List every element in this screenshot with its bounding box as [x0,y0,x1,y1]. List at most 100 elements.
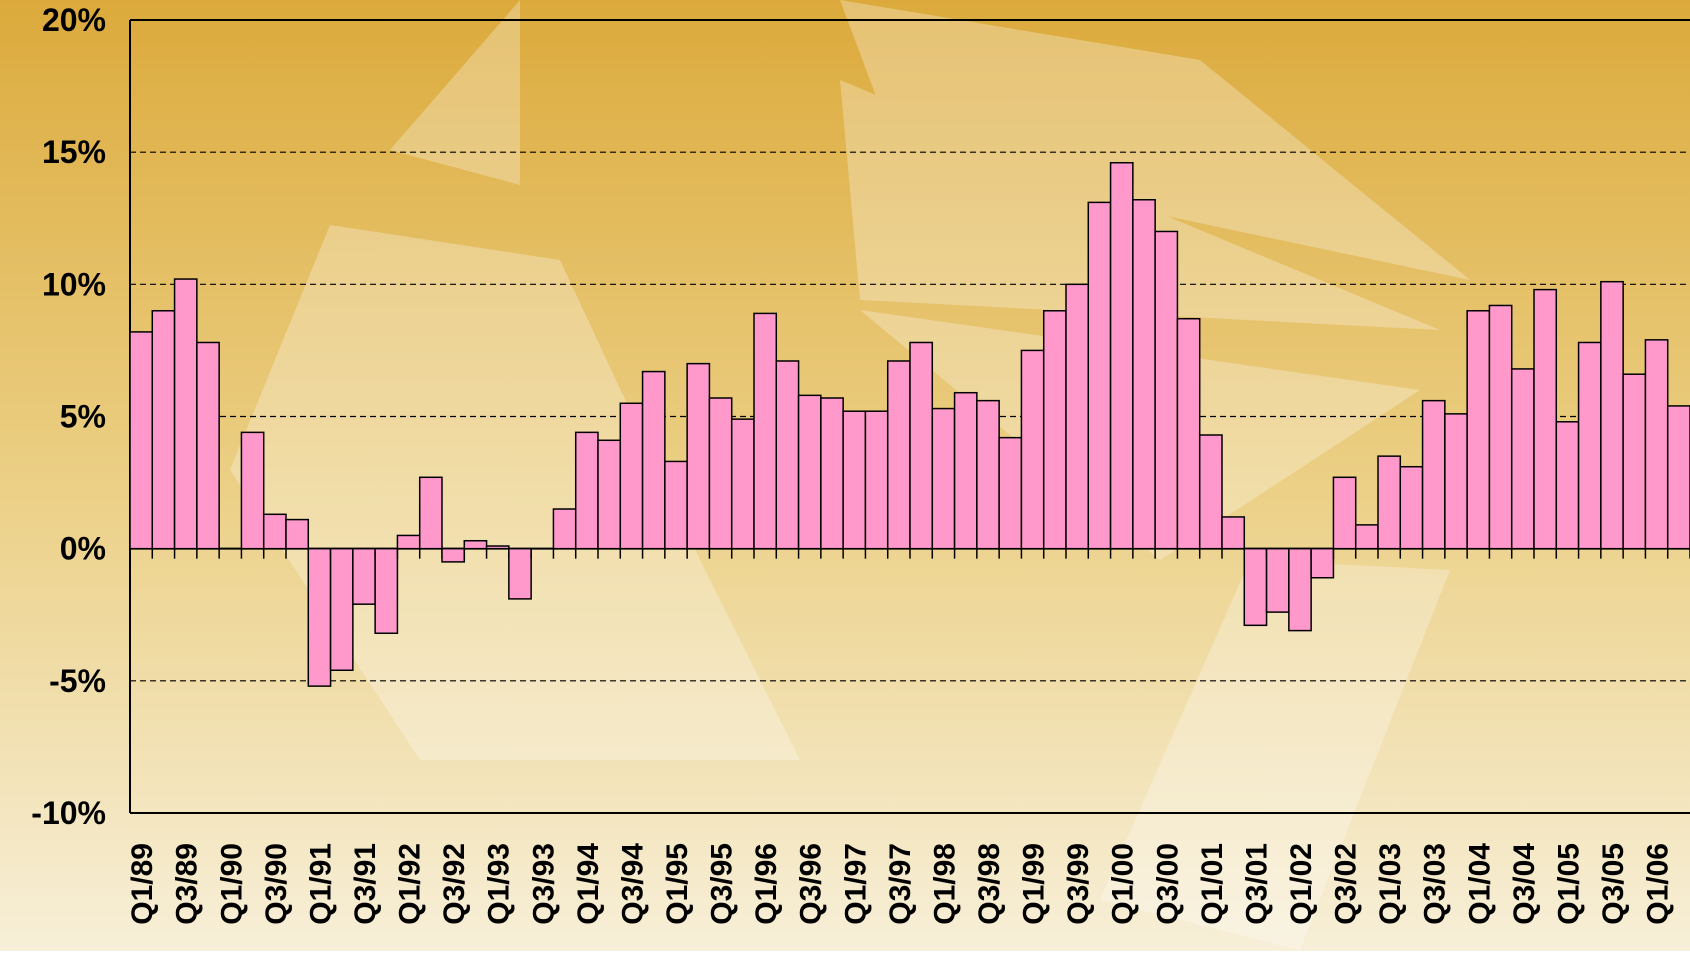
bar [931,407,956,550]
x-tick-label: Q3/92 [438,843,471,925]
bar [396,534,421,550]
x-tick-label: Q1/95 [661,843,694,925]
bar [708,397,733,550]
bar [129,331,154,550]
bar [775,360,800,550]
x-tick-label: Q3/05 [1597,843,1630,925]
bar [173,278,198,550]
x-tick-label: Q1/05 [1552,843,1585,925]
bar [1577,341,1602,550]
bar [864,410,889,550]
bar [664,460,688,550]
x-tick-label: Q1/97 [839,843,872,925]
bar [1444,413,1468,550]
x-tick-label: Q3/89 [171,843,204,925]
bar [1622,373,1647,550]
x-tick-label: Q1/06 [1642,843,1675,925]
bar [1354,524,1379,550]
y-tick-label: -10% [31,795,106,831]
x-tick-label: Q3/99 [1062,843,1095,925]
bar [619,402,644,550]
x-tick-label: Q3/98 [973,843,1006,925]
bar [730,418,755,550]
bar [1600,280,1624,550]
x-tick-label: Q3/96 [795,843,828,925]
x-tick-label: Q1/96 [750,843,783,925]
bar [976,399,1000,550]
bar [1332,476,1357,550]
bar [441,547,466,563]
bar [820,397,844,550]
y-tick-label: 20% [42,2,106,38]
x-tick-label: Q1/02 [1285,843,1318,925]
bar [485,545,510,550]
bar [797,394,822,550]
bar [418,476,443,550]
bar [352,547,376,605]
x-tick-label: Q3/94 [616,843,649,925]
x-tick-label: Q1/04 [1463,843,1496,925]
bar [1644,339,1669,550]
x-tick-label: Q3/04 [1508,843,1541,925]
y-tick-label: -5% [49,663,106,699]
x-tick-label: Q1/91 [304,843,337,925]
bar [307,547,332,687]
bar [1510,368,1535,550]
y-tick-label: 5% [60,399,106,435]
bar [953,391,978,550]
bar [1042,310,1067,550]
x-tick-label: Q1/90 [215,843,248,925]
x-tick-label: Q3/90 [260,843,293,925]
bar [1399,465,1424,550]
bar [1288,547,1312,632]
bar [641,370,666,550]
bar [1176,317,1201,550]
bar [1198,434,1223,550]
x-tick-label: Q1/03 [1374,843,1407,925]
bar [240,431,265,550]
bar [1132,198,1156,550]
bar [196,341,220,550]
x-tick-label: Q1/92 [394,843,427,925]
x-tick-label: Q1/94 [572,843,605,925]
bar [552,508,577,550]
bar [374,547,399,635]
background-logo [230,0,1470,950]
x-tick-label: Q1/93 [483,843,516,925]
bar [508,547,532,600]
bar [1221,516,1246,550]
bar [1533,288,1558,550]
bar [285,518,310,550]
bar [1265,547,1290,613]
bar [1666,405,1690,550]
x-tick-label: Q3/02 [1330,843,1363,925]
x-tick-label: Q1/99 [1018,843,1051,925]
bar [1109,161,1134,550]
x-tick-label: Q3/91 [349,843,382,925]
bar [686,362,711,550]
y-tick-label: 0% [60,531,106,567]
x-tick-label: Q1/00 [1107,843,1140,925]
bar [1466,310,1491,550]
y-tick-label: 15% [42,134,106,170]
bar [597,439,622,550]
bar [1020,349,1045,550]
x-tick-label: Q1/89 [126,843,159,925]
bar [329,547,354,672]
bar [909,341,934,550]
bar [1243,547,1268,627]
bar [753,312,778,550]
bar [1377,455,1402,550]
bar [262,513,287,550]
x-tick-label: Q3/97 [884,843,917,925]
bar [1065,283,1090,550]
y-tick-label: 10% [42,266,106,302]
x-tick-label: Q3/93 [527,843,560,925]
bar [1087,201,1112,550]
x-tick-label: Q1/01 [1196,843,1229,925]
bar [1154,230,1179,550]
x-tick-label: Q3/00 [1151,843,1184,925]
bar [1421,399,1446,550]
bar [1488,304,1513,550]
